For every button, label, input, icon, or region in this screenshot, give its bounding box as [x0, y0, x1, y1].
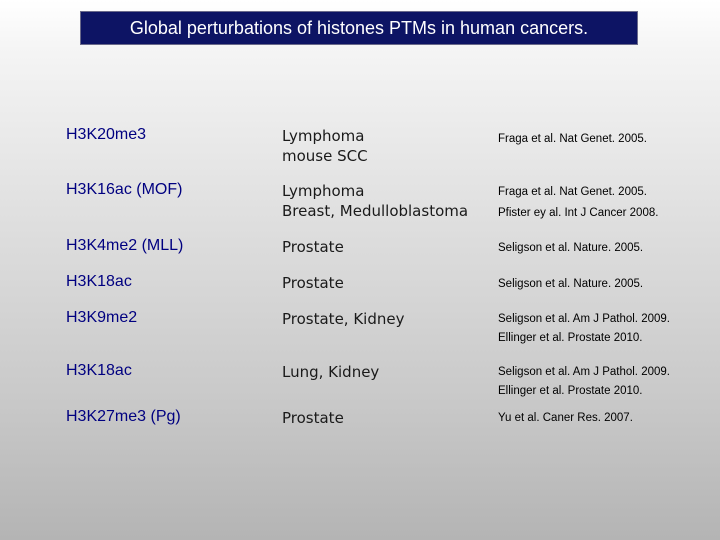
references: Fraga et al. Nat Genet. 2005. — [498, 130, 647, 149]
cancer-type: Prostate — [282, 409, 344, 427]
reference: Fraga et al. Nat Genet. 2005. — [498, 133, 647, 145]
histone-mark: H3K4me2 (MLL) — [66, 237, 184, 254]
cancer-type: Lymphoma — [282, 182, 365, 200]
reference: Seligson et al. Am J Pathol. 2009. — [498, 313, 670, 325]
cancer-type: mouse SCC — [282, 147, 368, 165]
histone-mark: H3K20me3 — [66, 126, 147, 143]
reference: Ellinger et al. Prostate 2010. — [498, 332, 643, 344]
cancer-type: Breast, Medulloblastoma — [282, 202, 469, 220]
cancer-types: Prostate — [282, 237, 344, 257]
histone-mark: H3K9me2 — [66, 309, 138, 326]
cancer-types: Lymphoma mouse SCC — [282, 126, 368, 166]
references: Fraga et al. Nat Genet. 2005. Pfister ey… — [498, 182, 658, 224]
reference: Fraga et al. Nat Genet. 2005. — [498, 186, 647, 198]
cancer-type: Lung, Kidney — [282, 363, 380, 381]
slide-title: Global perturbations of histones PTMs in… — [129, 17, 589, 38]
reference: Yu et al. Caner Res. 2007. — [498, 412, 633, 424]
cancer-type: Lymphoma — [282, 127, 365, 145]
cancer-type: Prostate — [282, 274, 344, 292]
references: Seligson et al. Nature. 2005. — [498, 239, 643, 258]
histone-mark: H3K18ac — [66, 273, 132, 290]
references: Seligson et al. Am J Pathol. 2009. Ellin… — [498, 363, 670, 401]
reference: Ellinger et al. Prostate 2010. — [498, 385, 643, 397]
references: Seligson et al. Nature. 2005. — [498, 275, 643, 294]
references: Seligson et al. Am J Pathol. 2009. Ellin… — [498, 310, 670, 348]
reference: Pfister ey al. Int J Cancer 2008. — [498, 207, 659, 219]
title-banner: Global perturbations of histones PTMs in… — [80, 11, 638, 45]
cancer-types: Lung, Kidney — [282, 362, 379, 382]
cancer-types: Lymphoma Breast, Medulloblastoma — [282, 181, 468, 221]
histone-mark: H3K27me3 (Pg) — [66, 408, 181, 425]
cancer-type: Prostate, Kidney — [282, 310, 405, 328]
histone-mark: H3K18ac — [66, 362, 132, 379]
cancer-types: Prostate — [282, 273, 344, 293]
histone-mark: H3K16ac (MOF) — [66, 181, 183, 198]
reference: Seligson et al. Am J Pathol. 2009. — [498, 366, 670, 378]
reference: Seligson et al. Nature. 2005. — [498, 242, 644, 254]
references: Yu et al. Caner Res. 2007. — [498, 409, 633, 428]
cancer-type: Prostate — [282, 238, 344, 256]
reference: Seligson et al. Nature. 2005. — [498, 278, 644, 290]
cancer-types: Prostate, Kidney — [282, 309, 404, 329]
cancer-types: Prostate — [282, 408, 344, 428]
